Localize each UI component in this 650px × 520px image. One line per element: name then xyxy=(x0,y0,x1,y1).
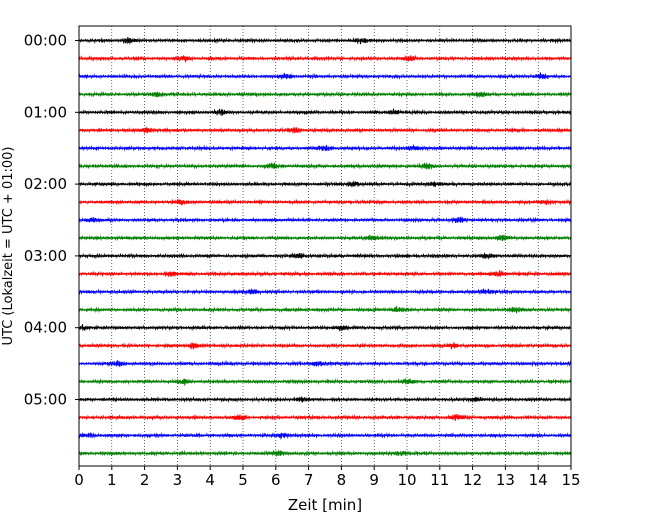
trace-row-6 xyxy=(78,143,572,152)
grid-lines xyxy=(111,26,539,466)
trace-row-2 xyxy=(78,72,572,81)
y-tick-label-4: 04:00 xyxy=(24,319,67,337)
trace-row-8 xyxy=(78,180,572,188)
y-tick-label-3: 03:00 xyxy=(24,247,67,265)
trace-row-16 xyxy=(78,324,572,332)
x-tick-label-10: 10 xyxy=(397,471,416,489)
trace-row-5 xyxy=(78,126,572,135)
y-tick-label-2: 02:00 xyxy=(24,175,67,193)
y-tick-label-5: 05:00 xyxy=(24,391,67,409)
y-tick-label-0: 00:00 xyxy=(24,32,67,50)
trace-row-18 xyxy=(78,360,572,368)
trace-row-9 xyxy=(78,198,572,206)
seismic-traces xyxy=(78,36,572,458)
x-tick-label-3: 3 xyxy=(173,471,183,489)
x-tick-label-11: 11 xyxy=(430,471,449,489)
x-tick-label-6: 6 xyxy=(271,471,281,489)
trace-row-10 xyxy=(78,215,572,224)
trace-row-21 xyxy=(78,413,572,422)
trace-row-4 xyxy=(78,108,572,116)
trace-row-23 xyxy=(78,449,572,458)
x-axis-ticks: 0 1 2 3 4 5 6 7 8 9 10 11 12 13 14 15 xyxy=(74,466,581,489)
x-tick-label-8: 8 xyxy=(337,471,347,489)
trace-row-7 xyxy=(78,162,572,171)
trace-row-22 xyxy=(78,431,572,441)
trace-row-11 xyxy=(78,234,572,242)
trace-row-1 xyxy=(78,54,572,63)
trace-row-3 xyxy=(78,90,572,98)
trace-row-13 xyxy=(78,270,572,278)
x-tick-label-1: 1 xyxy=(107,471,117,489)
trace-row-20 xyxy=(78,395,572,404)
trace-row-19 xyxy=(78,377,572,387)
y-axis-label: UTC (Lokalzeit = UTC + 01:00) xyxy=(1,147,16,346)
trace-row-17 xyxy=(78,342,572,350)
trace-row-14 xyxy=(78,288,572,296)
trace-row-12 xyxy=(78,251,572,261)
x-tick-label-5: 5 xyxy=(238,471,248,489)
x-tick-label-15: 15 xyxy=(561,471,580,489)
x-tick-label-14: 14 xyxy=(529,471,548,489)
x-tick-label-12: 12 xyxy=(463,471,482,489)
x-tick-label-9: 9 xyxy=(369,471,379,489)
y-tick-label-1: 01:00 xyxy=(24,103,67,121)
x-tick-label-4: 4 xyxy=(205,471,215,489)
trace-row-15 xyxy=(78,304,572,314)
x-tick-label-13: 13 xyxy=(496,471,515,489)
y-axis-ticks: 00:00 01:00 02:00 03:00 04:00 05:00 xyxy=(24,32,79,409)
trace-row-0 xyxy=(78,36,572,45)
plot-frame xyxy=(78,25,572,467)
x-axis-label: Zeit [min] xyxy=(288,496,362,514)
x-tick-label-0: 0 xyxy=(74,471,84,489)
x-tick-label-2: 2 xyxy=(140,471,150,489)
x-tick-label-7: 7 xyxy=(304,471,314,489)
